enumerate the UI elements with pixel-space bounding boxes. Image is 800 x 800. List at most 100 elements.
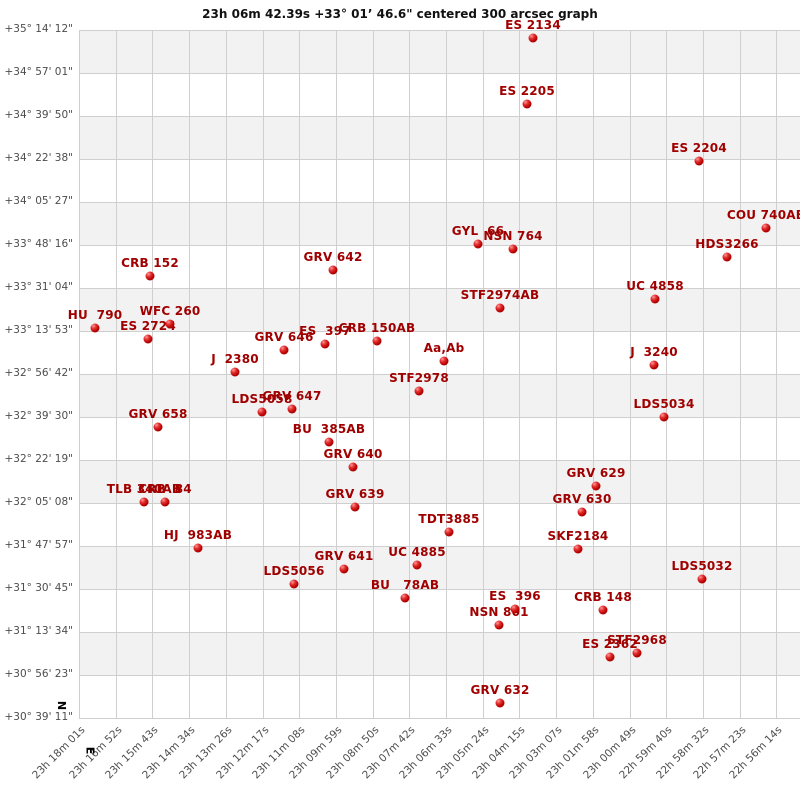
star-label: BU 385AB xyxy=(292,422,366,436)
gridline-vertical xyxy=(519,30,521,718)
star-point[interactable] xyxy=(598,605,608,615)
star-point[interactable] xyxy=(145,271,155,281)
star-point[interactable] xyxy=(650,294,660,304)
star-point[interactable] xyxy=(577,507,587,517)
star-point[interactable] xyxy=(372,336,382,346)
star-point[interactable] xyxy=(697,574,707,584)
gridline-vertical xyxy=(666,30,668,718)
plot-band xyxy=(79,202,800,245)
dec-tick-label: +32° 39' 30" xyxy=(4,410,73,422)
star-point[interactable] xyxy=(400,593,410,603)
compass-north-icon: N xyxy=(55,700,69,711)
star-point[interactable] xyxy=(160,497,170,507)
star-point[interactable] xyxy=(143,334,153,344)
star-label: CRB 150AB xyxy=(338,321,416,335)
star-label: CRB 148 xyxy=(574,590,632,604)
star-label: NSN 764 xyxy=(483,229,543,243)
star-point[interactable] xyxy=(153,422,163,432)
star-label: GRV 658 xyxy=(128,407,188,421)
star-label: GRV 629 xyxy=(566,466,626,480)
star-point[interactable] xyxy=(522,99,532,109)
star-label: J 3240 xyxy=(630,345,678,359)
star-point[interactable] xyxy=(494,620,504,630)
gridline-vertical xyxy=(409,30,411,718)
gridline-vertical xyxy=(592,30,594,718)
star-point[interactable] xyxy=(339,564,349,574)
star-point[interactable] xyxy=(289,579,299,589)
star-point[interactable] xyxy=(528,33,538,43)
star-point[interactable] xyxy=(412,560,422,570)
star-point[interactable] xyxy=(324,437,334,447)
dec-tick-label: +32° 05' 08" xyxy=(4,496,73,508)
star-point[interactable] xyxy=(193,543,203,553)
star-label: GRV 647 xyxy=(262,389,322,403)
star-point[interactable] xyxy=(605,652,615,662)
star-label: J 2380 xyxy=(211,352,259,366)
star-label: STF2968 xyxy=(607,633,667,647)
star-label: CRB 84 xyxy=(138,482,192,496)
star-point[interactable] xyxy=(694,156,704,166)
star-label: LDS5032 xyxy=(671,559,733,573)
star-point[interactable] xyxy=(90,323,100,333)
star-label: STF2974AB xyxy=(460,288,540,302)
star-point[interactable] xyxy=(279,345,289,355)
dec-tick-label: +31° 30' 45" xyxy=(4,582,73,594)
star-point[interactable] xyxy=(139,497,149,507)
star-point[interactable] xyxy=(473,239,483,249)
star-label: ES 2134 xyxy=(505,18,561,32)
dec-tick-label: +33° 13' 53" xyxy=(4,324,73,336)
gridline-horizontal xyxy=(79,589,800,590)
star-label: ES 2204 xyxy=(671,141,727,155)
star-label: TLB 340AB xyxy=(106,482,182,496)
dec-tick-label: +35° 14' 12" xyxy=(4,23,73,35)
star-label: LDS5056 xyxy=(263,564,325,578)
star-point[interactable] xyxy=(165,319,175,329)
gridline-horizontal xyxy=(79,460,800,461)
star-point[interactable] xyxy=(632,648,642,658)
star-point[interactable] xyxy=(722,252,732,262)
star-point[interactable] xyxy=(495,303,505,313)
gridline-horizontal xyxy=(79,331,800,332)
star-point[interactable] xyxy=(257,407,267,417)
star-point[interactable] xyxy=(328,265,338,275)
star-label: GYL 66 xyxy=(451,224,505,238)
star-point[interactable] xyxy=(510,604,520,614)
gridline-vertical xyxy=(115,30,117,718)
star-point[interactable] xyxy=(573,544,583,554)
star-point[interactable] xyxy=(508,244,518,254)
dec-tick-label: +34° 57' 01" xyxy=(4,66,73,78)
gridline-vertical xyxy=(189,30,191,718)
gridline-vertical xyxy=(262,30,264,718)
chart-title: 23h 06m 42.39s +33° 01’ 46.6" centered 3… xyxy=(202,7,598,21)
star-point[interactable] xyxy=(495,698,505,708)
star-point[interactable] xyxy=(649,360,659,370)
plot-band xyxy=(79,675,800,718)
star-label: GRV 632 xyxy=(470,683,530,697)
star-label: BU 78AB xyxy=(370,578,440,592)
dec-tick-label: +33° 48' 16" xyxy=(4,238,73,250)
star-point[interactable] xyxy=(320,339,330,349)
gridline-vertical xyxy=(335,30,337,718)
star-point[interactable] xyxy=(444,527,454,537)
plot-band xyxy=(79,245,800,288)
star-point[interactable] xyxy=(414,386,424,396)
star-point[interactable] xyxy=(439,356,449,366)
dec-tick-label: +34° 22' 38" xyxy=(4,152,73,164)
gridline-horizontal xyxy=(79,245,800,246)
star-point[interactable] xyxy=(659,412,669,422)
plot-band xyxy=(79,546,800,589)
star-label: LDS5034 xyxy=(633,397,695,411)
star-point[interactable] xyxy=(350,502,360,512)
star-point[interactable] xyxy=(761,223,771,233)
plot-band xyxy=(79,589,800,632)
star-point[interactable] xyxy=(348,462,358,472)
plot-band xyxy=(79,116,800,159)
star-point[interactable] xyxy=(591,481,601,491)
gridline-horizontal xyxy=(79,503,800,504)
star-point[interactable] xyxy=(230,367,240,377)
star-point[interactable] xyxy=(287,404,297,414)
star-label: UC 4858 xyxy=(626,279,684,293)
gridline-horizontal xyxy=(79,202,800,203)
gridline-vertical xyxy=(776,30,778,718)
